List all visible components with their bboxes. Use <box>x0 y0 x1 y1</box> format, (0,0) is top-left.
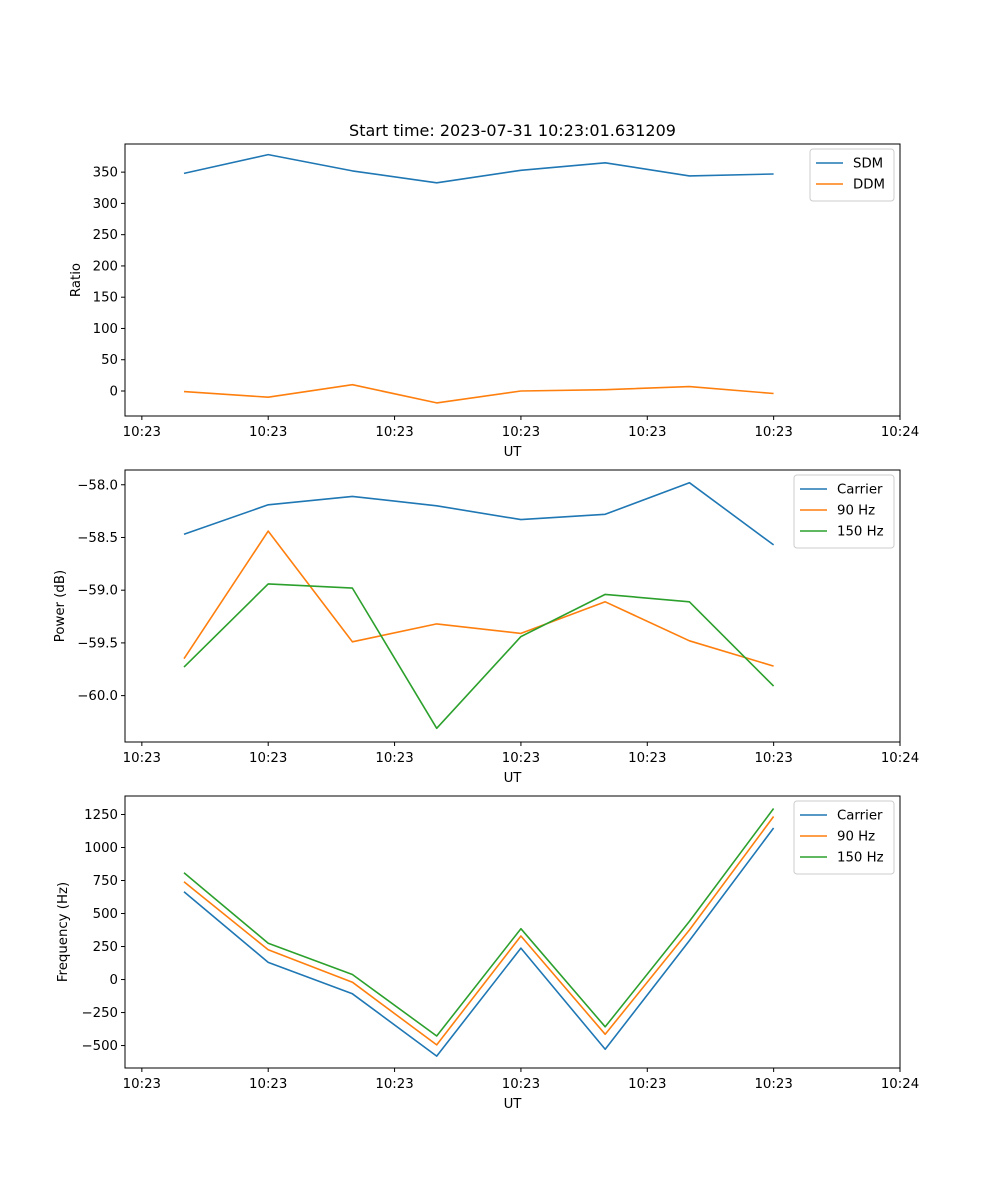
ratio-ytick-label: 200 <box>93 259 118 274</box>
frequency-xtick-label: 10:23 <box>754 1077 792 1092</box>
frequency-ytick-label: 0 <box>110 973 118 988</box>
ratio-xtick-label: 10:23 <box>754 425 792 440</box>
ratio-legend-box <box>809 148 895 202</box>
power-ytick-label: −58.5 <box>77 531 118 546</box>
ratio-legend: SDM DDM <box>809 148 895 202</box>
ratio-xtick-label: 10:23 <box>249 425 287 440</box>
power-axes-frame <box>124 469 901 743</box>
frequency-axes-frame <box>124 795 901 1069</box>
ratio-ytick-label: 150 <box>93 291 118 306</box>
frequency-y-axis-label: Frequency (Hz) <box>56 882 71 982</box>
power-y-axis-label: Power (dB) <box>53 570 68 642</box>
frequency-xtick-label: 10:23 <box>249 1077 287 1092</box>
ratio-panel: 0 50 100 150 200 250 300 350 10:23 10:23 10:23 10:2… <box>69 143 919 460</box>
frequency-ytick-label: 250 <box>93 940 118 955</box>
ratio-ytick-label: 0 <box>110 384 118 399</box>
power-series-line <box>183 583 775 730</box>
frequency-ytick-label: 500 <box>93 907 118 922</box>
power-xtick-label: 10:24 <box>881 751 919 766</box>
frequency-series-line <box>183 816 775 1046</box>
frequency-ytick-label: −500 <box>81 1039 118 1054</box>
power-xtick-label: 10:23 <box>754 751 792 766</box>
frequency-legend-label: Carrier <box>837 809 883 824</box>
power-legend: Carrier 90 Hz 150 Hz <box>793 474 895 549</box>
power-xtick-label: 10:23 <box>249 751 287 766</box>
power-series-line <box>183 530 774 667</box>
power-xtick-label: 10:23 <box>375 751 413 766</box>
frequency-xtick-label: 10:24 <box>881 1077 919 1092</box>
frequency-xtick-label: 10:23 <box>123 1077 161 1092</box>
ratio-xtick-label: 10:23 <box>502 425 540 440</box>
frequency-xtick-label: 10:23 <box>502 1077 540 1092</box>
frequency-legend: Carrier 90 Hz 150 Hz <box>793 800 895 875</box>
ratio-axes-frame <box>124 143 901 417</box>
ratio-xtick-label: 10:23 <box>123 425 161 440</box>
ratio-y-axis-label: Ratio <box>69 263 84 297</box>
ratio-series-line <box>183 153 774 184</box>
frequency-series-line <box>183 827 775 1057</box>
frequency-xtick-label: 10:23 <box>375 1077 413 1092</box>
frequency-legend-label: 90 Hz <box>837 830 875 845</box>
frequency-ytick-label: 1000 <box>84 841 118 856</box>
power-xtick-label: 10:23 <box>628 751 666 766</box>
ratio-ytick-label: 300 <box>93 197 118 212</box>
frequency-legend-box <box>793 800 895 875</box>
power-panel: −60.0 −59.5 −59.0 −58.5 −58.0 10:23 10:23 10:23… <box>53 469 919 786</box>
frequency-ytick-label: 750 <box>93 874 118 889</box>
ratio-x-axis-label: UT <box>504 445 523 460</box>
ratio-xtick-label: 10:23 <box>375 425 413 440</box>
ratio-legend-label: SDM <box>853 157 883 172</box>
ratio-ytick-label: 100 <box>93 322 118 337</box>
ratio-ytick-label: 250 <box>93 228 118 243</box>
frequency-xtick-label: 10:23 <box>628 1077 666 1092</box>
ratio-xtick-label: 10:23 <box>628 425 666 440</box>
power-x-axis-label: UT <box>504 771 523 786</box>
chart-title: Start time: 2023-07-31 10:23:01.631209 <box>349 121 676 140</box>
power-ytick-label: −59.5 <box>77 636 118 651</box>
power-legend-box <box>793 474 895 549</box>
frequency-x-axis-label: UT <box>504 1097 523 1112</box>
power-ytick-label: −59.0 <box>77 584 118 599</box>
power-ytick-label: −60.0 <box>77 689 118 704</box>
frequency-panel: −500 −250 0 250 500 750 1000 1250 10:23 10:23 10:2… <box>56 795 919 1112</box>
power-legend-label: 150 Hz <box>837 525 884 540</box>
ratio-xtick-label: 10:24 <box>881 425 919 440</box>
ratio-ytick-label: 350 <box>93 166 118 181</box>
frequency-ytick-label: −250 <box>81 1006 118 1021</box>
power-legend-label: Carrier <box>837 483 883 498</box>
power-ytick-label: −58.0 <box>77 478 118 493</box>
ratio-ytick-label: 50 <box>101 353 118 368</box>
frequency-series-line <box>183 808 775 1037</box>
frequency-ytick-label: 1250 <box>84 808 118 823</box>
power-xtick-label: 10:23 <box>502 751 540 766</box>
power-xtick-label: 10:23 <box>123 751 161 766</box>
power-legend-label: 90 Hz <box>837 504 875 519</box>
ratio-legend-label: DDM <box>853 178 885 193</box>
ratio-series-line <box>183 383 774 404</box>
power-series-line <box>183 481 775 546</box>
frequency-legend-label: 150 Hz <box>837 851 884 866</box>
